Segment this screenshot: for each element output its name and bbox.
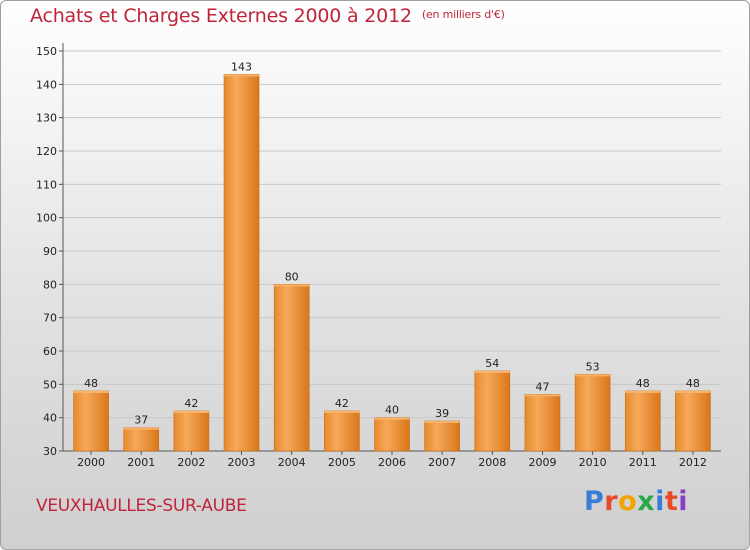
- bar-value-label: 80: [285, 270, 299, 283]
- x-tick-label: 2012: [679, 456, 707, 469]
- bar-2004: [273, 284, 310, 452]
- logo-letter: i: [655, 486, 665, 517]
- bar-2001: [123, 427, 160, 452]
- bar-value-label: 48: [84, 377, 98, 390]
- y-tick-label: 60: [43, 345, 57, 358]
- y-tick-label: 70: [43, 312, 57, 325]
- x-tick-label: 2006: [378, 456, 406, 469]
- bar-2007: [424, 420, 460, 452]
- bar-top-2003: [224, 74, 260, 77]
- grid-lines: [63, 50, 721, 452]
- bar-2006: [374, 417, 410, 452]
- bar-2000: [73, 390, 109, 452]
- y-tick-label: 50: [43, 378, 57, 391]
- bar-top-2010: [575, 374, 611, 377]
- bar-value-label: 37: [134, 414, 148, 427]
- logo-letter: o: [618, 486, 638, 517]
- y-axis: 30 40 50 60 70 80 90 100 110 120 130 140 150: [36, 43, 721, 458]
- bar-2012: [675, 390, 711, 452]
- x-tick-label: 2011: [629, 456, 657, 469]
- bar-value-label: 143: [231, 60, 252, 73]
- commune-name: VEUXHAULLES-SUR-AUBE: [36, 496, 247, 516]
- bar-value-label: 47: [535, 380, 549, 393]
- bar-value-label: 53: [586, 360, 600, 373]
- y-tick-label: 40: [43, 412, 57, 425]
- bar-2009: [524, 394, 561, 452]
- bar-2003: [223, 74, 260, 452]
- bar-top-2008: [474, 371, 510, 373]
- x-tick-label: 2000: [77, 456, 105, 469]
- y-tick-label: 130: [36, 112, 57, 125]
- y-tick-label: 100: [36, 212, 57, 225]
- chart-title: Achats et Charges Externes 2000 à 2012 (e…: [30, 5, 505, 27]
- y-tick-label: 120: [36, 145, 57, 158]
- bar-top-2001: [123, 427, 159, 430]
- y-tick-label: 110: [36, 178, 57, 191]
- bar-2011: [624, 390, 661, 452]
- x-tick-label: 2009: [528, 456, 556, 469]
- bar-top-2012: [675, 391, 711, 393]
- bar-value-label: 42: [335, 397, 349, 410]
- logo-letter: t: [664, 486, 679, 517]
- bar-top-2002: [173, 411, 209, 413]
- bar-top-2011: [625, 391, 661, 393]
- x-tick-label: 2008: [478, 456, 506, 469]
- bar-2002: [173, 410, 210, 452]
- y-tick-label: 90: [43, 245, 57, 258]
- chart-subtitle: (en milliers d'€): [421, 8, 505, 21]
- x-tick-label: 2002: [177, 456, 205, 469]
- y-tick-label: 140: [36, 78, 57, 91]
- bar-top-2006: [374, 417, 410, 420]
- x-axis: 2000 2001 2002 2003 2004 2005 2006 2007 2008 2009…: [77, 451, 707, 469]
- x-tick-label: 2010: [579, 456, 607, 469]
- x-tick-label: 2007: [428, 456, 456, 469]
- x-tick-label: 2005: [328, 456, 356, 469]
- bar-top-2004: [274, 284, 310, 287]
- bar-value-label: 48: [636, 377, 650, 390]
- bar-value-label: 39: [435, 407, 449, 420]
- bars: 48 37 42 143 80 42 40 39 54 47 53 48 48: [73, 60, 711, 452]
- bar-top-2000: [73, 391, 109, 393]
- logo-letter: x: [637, 486, 656, 517]
- bar-top-2005: [324, 411, 360, 413]
- y-tick-label: 30: [43, 445, 57, 458]
- x-tick-label: 2004: [278, 456, 306, 469]
- bar-2010: [574, 374, 611, 452]
- y-tick-label: 150: [36, 45, 57, 58]
- bar-top-2007: [424, 421, 460, 423]
- x-tick-label: 2001: [127, 456, 155, 469]
- bar-value-label: 48: [686, 377, 700, 390]
- proxiti-logo[interactable]: Proxiti: [584, 486, 688, 517]
- chart-title-text: Achats et Charges Externes 2000 à 2012: [30, 5, 412, 27]
- bar-2008: [474, 370, 511, 452]
- bar-value-label: 40: [385, 404, 399, 417]
- bar-value-label: 54: [485, 357, 499, 370]
- logo-letter: P: [584, 486, 605, 517]
- y-tick-label: 80: [43, 278, 57, 291]
- logo-letter: i: [678, 486, 689, 517]
- logo-letter: r: [604, 486, 619, 517]
- bar-top-2009: [524, 394, 560, 397]
- bar-value-label: 42: [184, 397, 198, 410]
- bar-2005: [324, 410, 360, 452]
- x-tick-label: 2003: [228, 456, 256, 469]
